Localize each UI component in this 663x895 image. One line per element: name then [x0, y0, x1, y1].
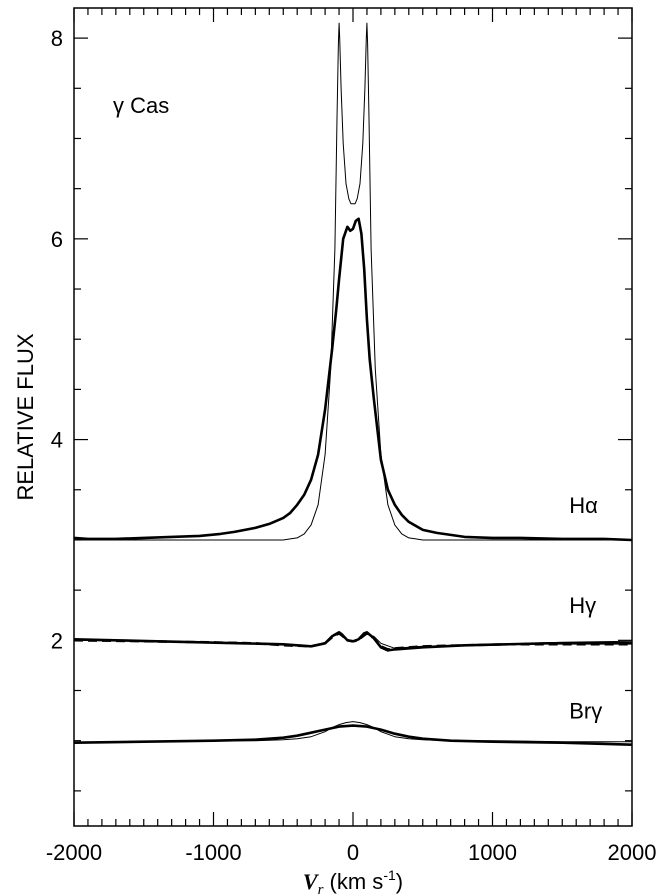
x-axis-title: Vr (km s-1) [303, 867, 403, 895]
y-tick-labels: 2 4 6 8 [51, 26, 63, 653]
x-axis-unit: (km s [323, 869, 383, 894]
x-tick-label: 2000 [608, 840, 657, 865]
x-tick-label: 1000 [468, 840, 517, 865]
line-labels: Hα Hγ Brγ [569, 493, 602, 724]
y-tick-label: 4 [51, 428, 63, 453]
line-label: Brγ [569, 699, 602, 724]
series-line-hgamma-dashed [73, 632, 632, 651]
x-tick-label: -2000 [46, 840, 102, 865]
y-axis-title: RELATIVE FLUX [13, 333, 38, 500]
x-tick-label: -1000 [185, 840, 241, 865]
star-label: γ Cas [113, 93, 169, 118]
y-tick-label: 6 [51, 227, 63, 252]
line-label: Hγ [569, 593, 596, 618]
axis-ticks [73, 8, 633, 826]
x-axis-symbol: V [303, 869, 320, 894]
x-tick-label: 0 [347, 840, 359, 865]
series-line-brgamma-thin [73, 721, 632, 744]
y-tick-label: 2 [51, 628, 63, 653]
x-axis-subscript: r [318, 882, 324, 895]
x-tick-labels: -2000 -1000 0 1000 2000 [46, 840, 657, 865]
line-label: Hα [569, 493, 598, 518]
y-tick-label: 8 [51, 26, 63, 51]
x-axis-unit-close: ) [396, 869, 403, 894]
series-line-halpha-thick [73, 217, 633, 542]
x-axis-unit-exponent: -1 [383, 867, 396, 883]
series-layer [73, 22, 633, 746]
plot-frame [73, 7, 633, 827]
series-line-halpha-thin [74, 22, 632, 541]
